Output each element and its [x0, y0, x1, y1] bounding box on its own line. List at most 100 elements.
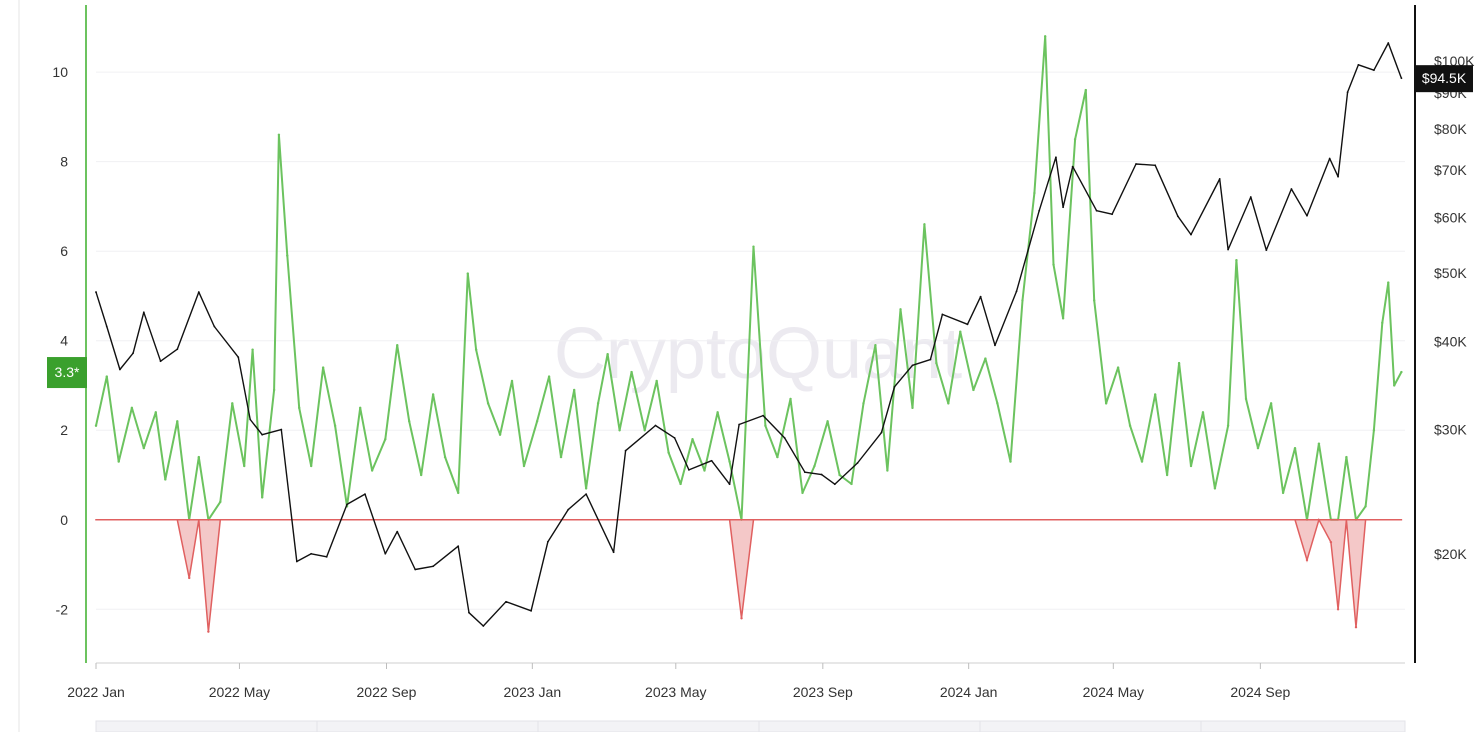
indicator-point — [197, 455, 201, 459]
indicator-point — [384, 437, 387, 441]
indicator-point — [1033, 191, 1036, 195]
indicator-point — [547, 375, 551, 378]
indicator-point — [1201, 411, 1205, 414]
indicator-point — [309, 464, 313, 468]
price-point — [1055, 156, 1057, 159]
price-point — [856, 462, 859, 464]
indicator-point — [321, 366, 325, 369]
indicator-point — [408, 420, 411, 423]
indicator-point — [164, 478, 167, 481]
price-point — [738, 423, 741, 426]
indicator-point — [243, 464, 246, 468]
price-point — [1387, 42, 1390, 44]
indicator-point — [277, 133, 281, 137]
price-point — [966, 323, 969, 326]
indicator-point — [584, 487, 588, 490]
indicator-point — [959, 330, 962, 333]
indicator-point — [1345, 455, 1348, 459]
price-point — [688, 468, 690, 471]
indicator-point — [474, 348, 478, 351]
price-point — [833, 483, 836, 486]
price-point — [1249, 196, 1252, 198]
indicator-point — [1084, 88, 1088, 92]
indicator-point — [935, 361, 938, 365]
indicator-point — [1092, 299, 1096, 302]
indicator-point — [1269, 402, 1273, 405]
indicator-point — [457, 491, 460, 495]
x-tick-label: 2022 Sep — [357, 684, 417, 700]
price-point — [1154, 164, 1157, 167]
indicator-point — [764, 424, 767, 427]
indicator-point — [1073, 138, 1077, 141]
indicator-point — [984, 357, 987, 360]
indicator-point — [606, 352, 609, 356]
indicator-point — [703, 469, 706, 472]
indicator-point — [1177, 361, 1181, 365]
indicator-point — [272, 388, 276, 392]
indicator-point — [219, 500, 222, 504]
indicator-point — [1281, 491, 1285, 495]
indicator-point — [559, 455, 563, 459]
range-navigator[interactable] — [95, 720, 1406, 732]
indicator-area-negative — [95, 517, 1403, 632]
left-tick-label: 8 — [60, 154, 68, 170]
x-tick-label: 2024 Jan — [940, 684, 998, 700]
price-point — [176, 348, 179, 351]
indicator-point — [1189, 464, 1193, 468]
left-axis-ticks: 10 8 6 4 2 0 -2 — [52, 64, 68, 617]
indicator-point — [716, 411, 719, 414]
price-point — [1357, 63, 1360, 66]
price-point — [1218, 178, 1221, 180]
price-point — [1038, 209, 1041, 212]
indicator-point — [154, 411, 157, 414]
plot-background — [19, 0, 1415, 670]
x-tick-label: 2024 May — [1083, 684, 1144, 700]
indicator-point — [231, 402, 234, 405]
indicator-point — [1043, 35, 1047, 38]
price-point — [1111, 213, 1114, 216]
price-point — [505, 600, 507, 603]
indicator-point — [752, 245, 755, 248]
indicator-point — [923, 223, 926, 226]
left-tick-label: 10 — [52, 64, 68, 80]
indicator-point — [1061, 317, 1065, 320]
x-tick-label: 2022 Jan — [67, 684, 125, 700]
indicator-point — [996, 402, 999, 405]
indicator-point — [486, 402, 490, 405]
price-point — [1290, 188, 1293, 190]
price-point — [364, 493, 366, 496]
price-point — [728, 483, 731, 486]
indicator-point — [522, 464, 526, 468]
x-axis-ticks: 2022 Jan 2022 May 2022 Sep 2023 Jan 2023 May… — [67, 663, 1291, 700]
price-point — [654, 424, 657, 427]
price-point — [1346, 91, 1349, 93]
price-point — [105, 325, 108, 328]
indicator-point — [776, 455, 779, 459]
price-point — [457, 545, 460, 548]
indicator-point — [789, 397, 792, 401]
right-tick-label: $80K — [1434, 121, 1467, 137]
price-point — [384, 552, 387, 555]
price-point — [994, 344, 996, 347]
price-point — [1265, 249, 1268, 252]
price-point — [142, 311, 145, 314]
price-point — [1306, 214, 1308, 217]
right-tick-label: $30K — [1434, 422, 1467, 438]
indicator-point — [498, 433, 502, 436]
right-tick-label: $50K — [1434, 265, 1467, 281]
price-point — [432, 565, 435, 568]
indicator-point — [358, 406, 362, 410]
indicator-point — [1128, 424, 1132, 427]
indicator-point — [94, 424, 98, 427]
x-tick-label: 2024 Sep — [1230, 684, 1290, 700]
indicator-point — [176, 420, 179, 423]
indicator-point — [1052, 263, 1055, 266]
price-point — [880, 431, 883, 434]
price-point — [468, 611, 470, 614]
price-point — [567, 508, 570, 511]
price-point — [803, 471, 806, 474]
indicator-point — [1153, 393, 1157, 396]
indicator-point — [728, 460, 731, 463]
price-point — [396, 530, 399, 533]
